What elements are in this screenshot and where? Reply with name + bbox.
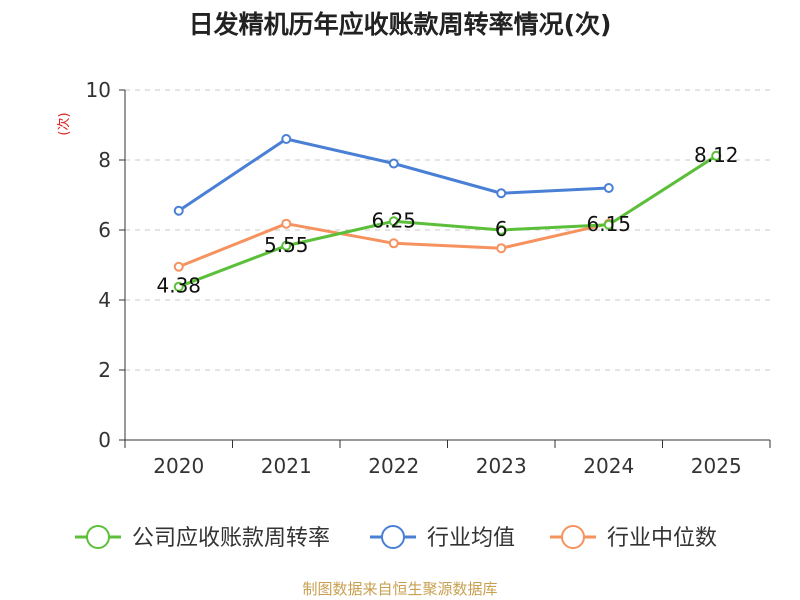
data-label: 8.12 bbox=[694, 143, 739, 167]
series-line bbox=[177, 137, 609, 212]
legend-item[interactable]: 行业中位数 bbox=[550, 525, 717, 551]
data-point bbox=[281, 218, 292, 229]
data-point bbox=[496, 243, 507, 254]
x-tick-label: 2022 bbox=[368, 454, 419, 478]
data-labels: 4.38 5.55 6.25 6 6.15 8.12 bbox=[156, 143, 738, 298]
data-point bbox=[711, 150, 722, 161]
y-tick-label: 0 bbox=[98, 428, 111, 452]
axes: 0 2 4 6 8 10 2020 2021 2022 2023 2024 2025 bbox=[86, 78, 771, 478]
data-point bbox=[173, 205, 184, 216]
data-point bbox=[388, 216, 399, 227]
legend-label: 行业均值 bbox=[427, 526, 515, 551]
data-label: 5.55 bbox=[264, 233, 309, 257]
x-tick-label: 2025 bbox=[691, 454, 742, 478]
legend-label: 行业中位数 bbox=[607, 526, 717, 551]
data-point bbox=[388, 238, 399, 249]
x-tick-label: 2021 bbox=[261, 454, 312, 478]
data-label: 6 bbox=[495, 217, 508, 241]
legend-swatch-marker bbox=[86, 525, 110, 549]
series-line bbox=[178, 154, 718, 289]
grid bbox=[125, 89, 770, 371]
chart-title: 日发精机历年应收账款周转率情况(次) bbox=[189, 10, 612, 39]
series bbox=[173, 134, 722, 292]
legend-label: 公司应收账款周转率 bbox=[132, 526, 330, 551]
y-tick-label: 6 bbox=[98, 218, 111, 242]
data-point bbox=[281, 134, 292, 144]
x-tick-label: 2023 bbox=[476, 454, 527, 478]
legend-item[interactable]: 公司应收账款周转率 bbox=[75, 525, 330, 551]
y-tick-label: 2 bbox=[98, 358, 111, 382]
legend-swatch-marker bbox=[561, 525, 585, 549]
y-tick-label: 8 bbox=[98, 148, 111, 172]
data-label: 4.38 bbox=[156, 274, 201, 298]
legend-swatch-marker bbox=[381, 525, 405, 549]
y-tick-label: 4 bbox=[98, 288, 111, 312]
data-point bbox=[603, 183, 614, 193]
legend: 公司应收账款周转率 行业均值 行业中位数 bbox=[75, 525, 717, 551]
data-point bbox=[603, 219, 614, 230]
data-point bbox=[173, 261, 184, 272]
data-point bbox=[388, 158, 399, 169]
y-axis-label: (次) bbox=[56, 112, 72, 135]
legend-item[interactable]: 行业均值 bbox=[370, 525, 515, 551]
data-label: 6.25 bbox=[371, 208, 416, 232]
y-tick-label: 10 bbox=[86, 78, 111, 102]
data-point bbox=[496, 225, 507, 235]
data-label: 6.15 bbox=[586, 212, 631, 236]
x-tick-label: 2024 bbox=[583, 454, 634, 478]
source-note: 制图数据来自恒生聚源数据库 bbox=[302, 580, 497, 598]
data-point bbox=[281, 240, 292, 251]
data-point bbox=[173, 281, 184, 292]
data-point bbox=[496, 188, 507, 199]
x-tick-label: 2020 bbox=[153, 454, 204, 478]
